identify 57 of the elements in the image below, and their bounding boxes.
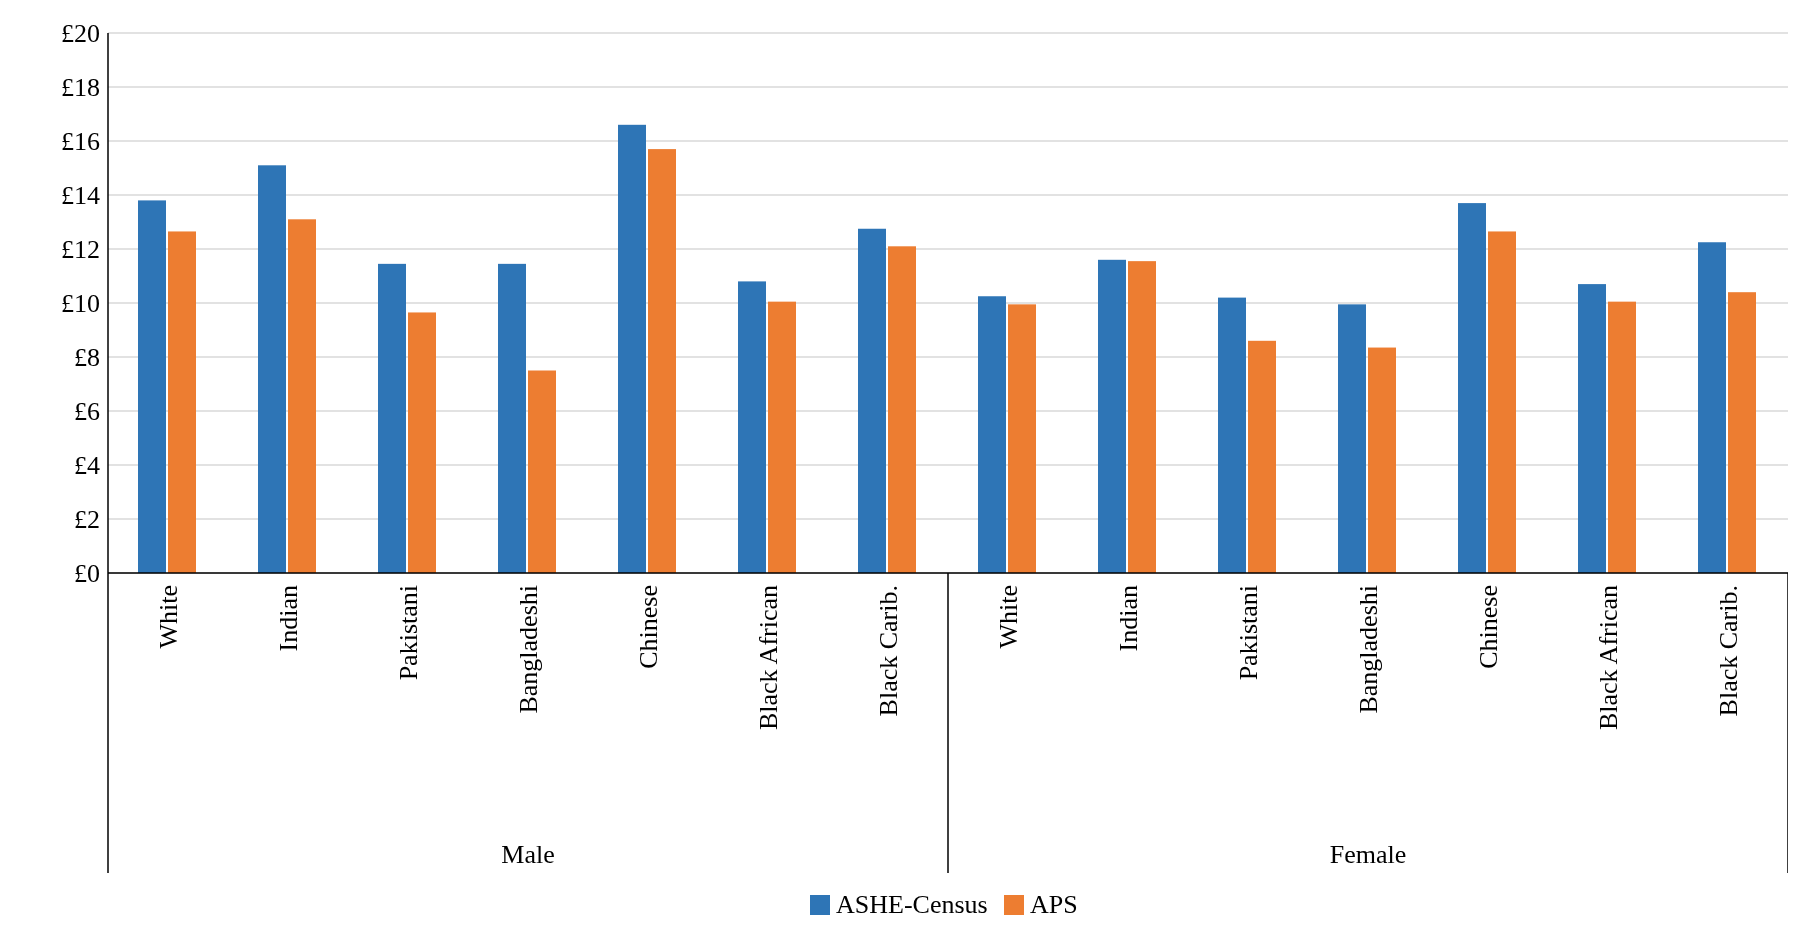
x-tick-label: White [154, 585, 183, 649]
bar [1248, 340, 1276, 573]
x-tick-label: Pakistani [394, 585, 423, 681]
bar [1128, 261, 1156, 573]
x-tick-label: Pakistani [1234, 585, 1263, 681]
y-tick-label: £4 [74, 451, 100, 481]
text: Male [501, 840, 555, 869]
y-tick-label: £14 [61, 181, 100, 211]
x-tick-label: Bangladeshi [514, 585, 543, 714]
bar [1728, 292, 1756, 573]
bar [888, 246, 916, 573]
bar [138, 200, 166, 573]
bar [1698, 242, 1726, 573]
bar [498, 263, 526, 573]
bar [1008, 304, 1036, 573]
y-tick-label: £10 [61, 289, 100, 319]
bar [1488, 231, 1516, 573]
x-tick-label: Black Carib. [874, 585, 903, 717]
legend-label: ASHE-Census [836, 890, 988, 919]
bar [528, 370, 556, 573]
bar [1368, 347, 1396, 573]
bar [1608, 301, 1636, 573]
x-tick-label: Bangladeshi [1354, 585, 1383, 714]
bar [1458, 203, 1486, 573]
bar [288, 219, 316, 573]
x-tick-label: Chinese [1474, 585, 1503, 669]
y-tick-label: £8 [74, 343, 100, 373]
bar [168, 231, 196, 573]
y-tick-label: £16 [61, 127, 100, 157]
bar [258, 165, 286, 573]
bar [738, 281, 766, 573]
legend-label: APS [1030, 890, 1078, 919]
x-tick-label: Indian [274, 585, 303, 652]
y-tick-label: £6 [74, 397, 100, 427]
bar [1578, 284, 1606, 573]
bar [408, 312, 436, 573]
text: Female [1329, 840, 1407, 869]
bar [378, 263, 406, 573]
bar [648, 149, 676, 573]
bar [858, 228, 886, 573]
x-tick-label: Indian [1114, 585, 1143, 652]
y-tick-label: £2 [74, 505, 100, 535]
bar [978, 296, 1006, 573]
x-tick-label: White [994, 585, 1023, 649]
x-tick-label: Black African [754, 585, 783, 731]
y-tick-label: £18 [61, 73, 100, 103]
y-tick-label: £0 [74, 559, 100, 589]
y-tick-label: £20 [61, 19, 100, 49]
x-tick-label: Chinese [634, 585, 663, 669]
bar [768, 301, 796, 573]
bar [1218, 297, 1246, 573]
bar [1098, 259, 1126, 573]
bar [618, 124, 646, 573]
x-tick-label: Black Carib. [1714, 585, 1743, 717]
x-tick-label: Black African [1594, 585, 1623, 731]
y-tick-label: £12 [61, 235, 100, 265]
bar [1338, 304, 1366, 573]
